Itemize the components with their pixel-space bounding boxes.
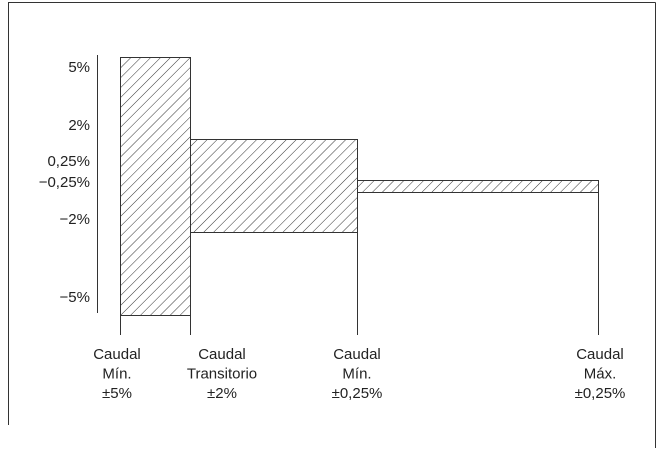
- x-label: Mín.: [102, 365, 131, 382]
- x-label: Caudal: [576, 346, 624, 363]
- x-label: Transitorio: [187, 365, 257, 382]
- y-label: 5%: [68, 59, 90, 76]
- y-label: 2%: [68, 117, 90, 134]
- frame: [8, 2, 656, 448]
- x-label: Caudal: [333, 346, 381, 363]
- x-label: Máx.: [584, 365, 617, 382]
- leader-lines: [120, 192, 599, 335]
- x-label: ±2%: [207, 385, 237, 402]
- y-label: −5%: [60, 289, 90, 306]
- tolerance-envelope: [120, 57, 599, 316]
- y-label: −2%: [60, 211, 90, 228]
- x-label: ±0,25%: [575, 385, 626, 402]
- x-label: Mín.: [342, 365, 371, 382]
- x-label: Caudal: [93, 346, 141, 363]
- y-label: −0,25%: [39, 174, 90, 191]
- x-label: Caudal: [198, 346, 246, 363]
- x-label: ±5%: [102, 385, 132, 402]
- y-label: 0,25%: [47, 153, 90, 170]
- x-label: ±0,25%: [332, 385, 383, 402]
